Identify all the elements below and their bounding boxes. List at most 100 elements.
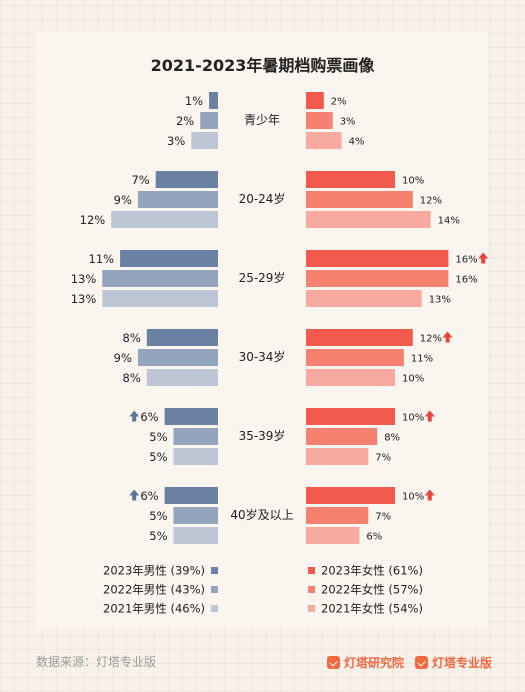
female-bar-value: 10% [402,492,424,503]
male-bar-value: 9% [114,351,132,365]
female-bar-value: 7% [375,453,391,464]
male-bar-value: 7% [131,173,149,187]
increase-arrow-icon [424,410,435,422]
increase-arrow-icon [478,252,489,264]
legend-swatch-female [308,586,315,593]
male-bar-value: 13% [71,272,97,286]
male-bar [173,428,218,445]
female-bar [306,290,422,307]
female-bar [306,112,333,129]
dengta-logo-icon [415,656,428,669]
female-bar [306,369,395,386]
legend-swatch-male [211,586,218,593]
category-label: 40岁及以上 [230,507,293,522]
brand-pro-version: 灯塔专业版 [415,654,492,671]
legend-swatch-female [308,605,315,612]
brand-pro-label: 灯塔专业版 [432,656,493,670]
increase-arrow-icon [129,489,140,501]
female-bar-value: 8% [384,433,400,444]
female-bar-value: 3% [340,117,356,128]
female-bar-value: 13% [429,295,451,306]
female-bar-value: 14% [438,216,460,227]
male-bar-value: 1% [185,94,203,108]
male-bar [146,369,218,386]
male-bar-value: 2% [176,114,194,128]
male-bar-value: 11% [89,252,115,266]
increase-arrow-icon [442,331,453,343]
female-bar-value: 7% [375,512,391,523]
female-bar [306,270,449,287]
category-label: 35-39岁 [239,428,286,443]
legend-swatch-female [308,567,315,574]
brand-research-label: 灯塔研究院 [344,656,405,670]
female-bar [306,448,369,465]
female-bar [306,349,404,366]
data-source-text: 数据来源：灯塔专业版 [36,655,157,669]
male-bar [137,191,218,208]
female-bar [306,191,413,208]
female-bar [306,428,378,445]
male-bar [155,171,218,188]
female-bar-value: 10% [402,176,424,187]
female-bar-value: 10% [402,374,424,385]
male-bar [209,92,218,109]
male-bar [173,527,218,544]
legend-entry-female: 2022年女性 (57%) [321,583,423,597]
dengta-logo-icon [327,656,340,669]
male-bar-value: 3% [167,134,185,148]
male-bar [200,112,218,129]
female-bar-value: 4% [349,137,365,148]
increase-arrow-icon [424,489,435,501]
chart-title: 2021-2023年暑期档购票画像 [150,56,375,75]
male-bar [111,211,218,228]
category-label: 20-24岁 [239,191,286,206]
female-bar [306,408,395,425]
female-bar [306,250,449,267]
legend-entry-male: 2023年男性 (39%) [103,564,205,578]
legend-entry-male: 2021年男性 (46%) [103,602,205,616]
female-bar [306,507,369,524]
male-bar-value: 9% [114,193,132,207]
female-bar [306,329,413,346]
female-bar-value: 2% [331,97,347,108]
female-bar [306,92,324,109]
female-bar-value: 12% [420,196,442,207]
female-bar [306,211,431,228]
female-bar [306,527,360,544]
female-bar-value: 12% [420,334,442,345]
legend-entry-female: 2021年女性 (54%) [321,602,423,616]
male-bar-value: 8% [123,371,141,385]
male-bar-value: 6% [140,489,158,503]
male-bar [120,250,218,267]
category-label: 青少年 [244,113,280,127]
male-bar [164,487,218,504]
increase-arrow-icon [129,410,140,422]
male-bar [164,408,218,425]
male-bar [146,329,218,346]
female-bar-value: 16% [455,255,477,266]
brand-research-institute: 灯塔研究院 [327,654,404,671]
male-bar-value: 5% [149,450,167,464]
male-bar-value: 5% [149,529,167,543]
legend-entry-male: 2022年男性 (43%) [103,583,205,597]
female-bar-value: 11% [411,354,433,365]
male-bar-value: 13% [71,292,97,306]
male-bar-value: 5% [149,430,167,444]
legend-swatch-male [211,605,218,612]
female-bar [306,132,342,149]
male-bar [173,507,218,524]
female-bar-value: 16% [455,275,477,286]
female-bar [306,171,395,188]
male-bar [191,132,218,149]
category-label: 30-34岁 [239,349,286,364]
female-bar-value: 6% [366,532,382,543]
legend-swatch-male [211,567,218,574]
male-bar-value: 6% [140,410,158,424]
male-bar [102,290,218,307]
male-bar [137,349,218,366]
male-bar-value: 12% [80,213,106,227]
male-bar-value: 5% [149,509,167,523]
category-label: 25-29岁 [239,270,286,285]
male-bar [173,448,218,465]
